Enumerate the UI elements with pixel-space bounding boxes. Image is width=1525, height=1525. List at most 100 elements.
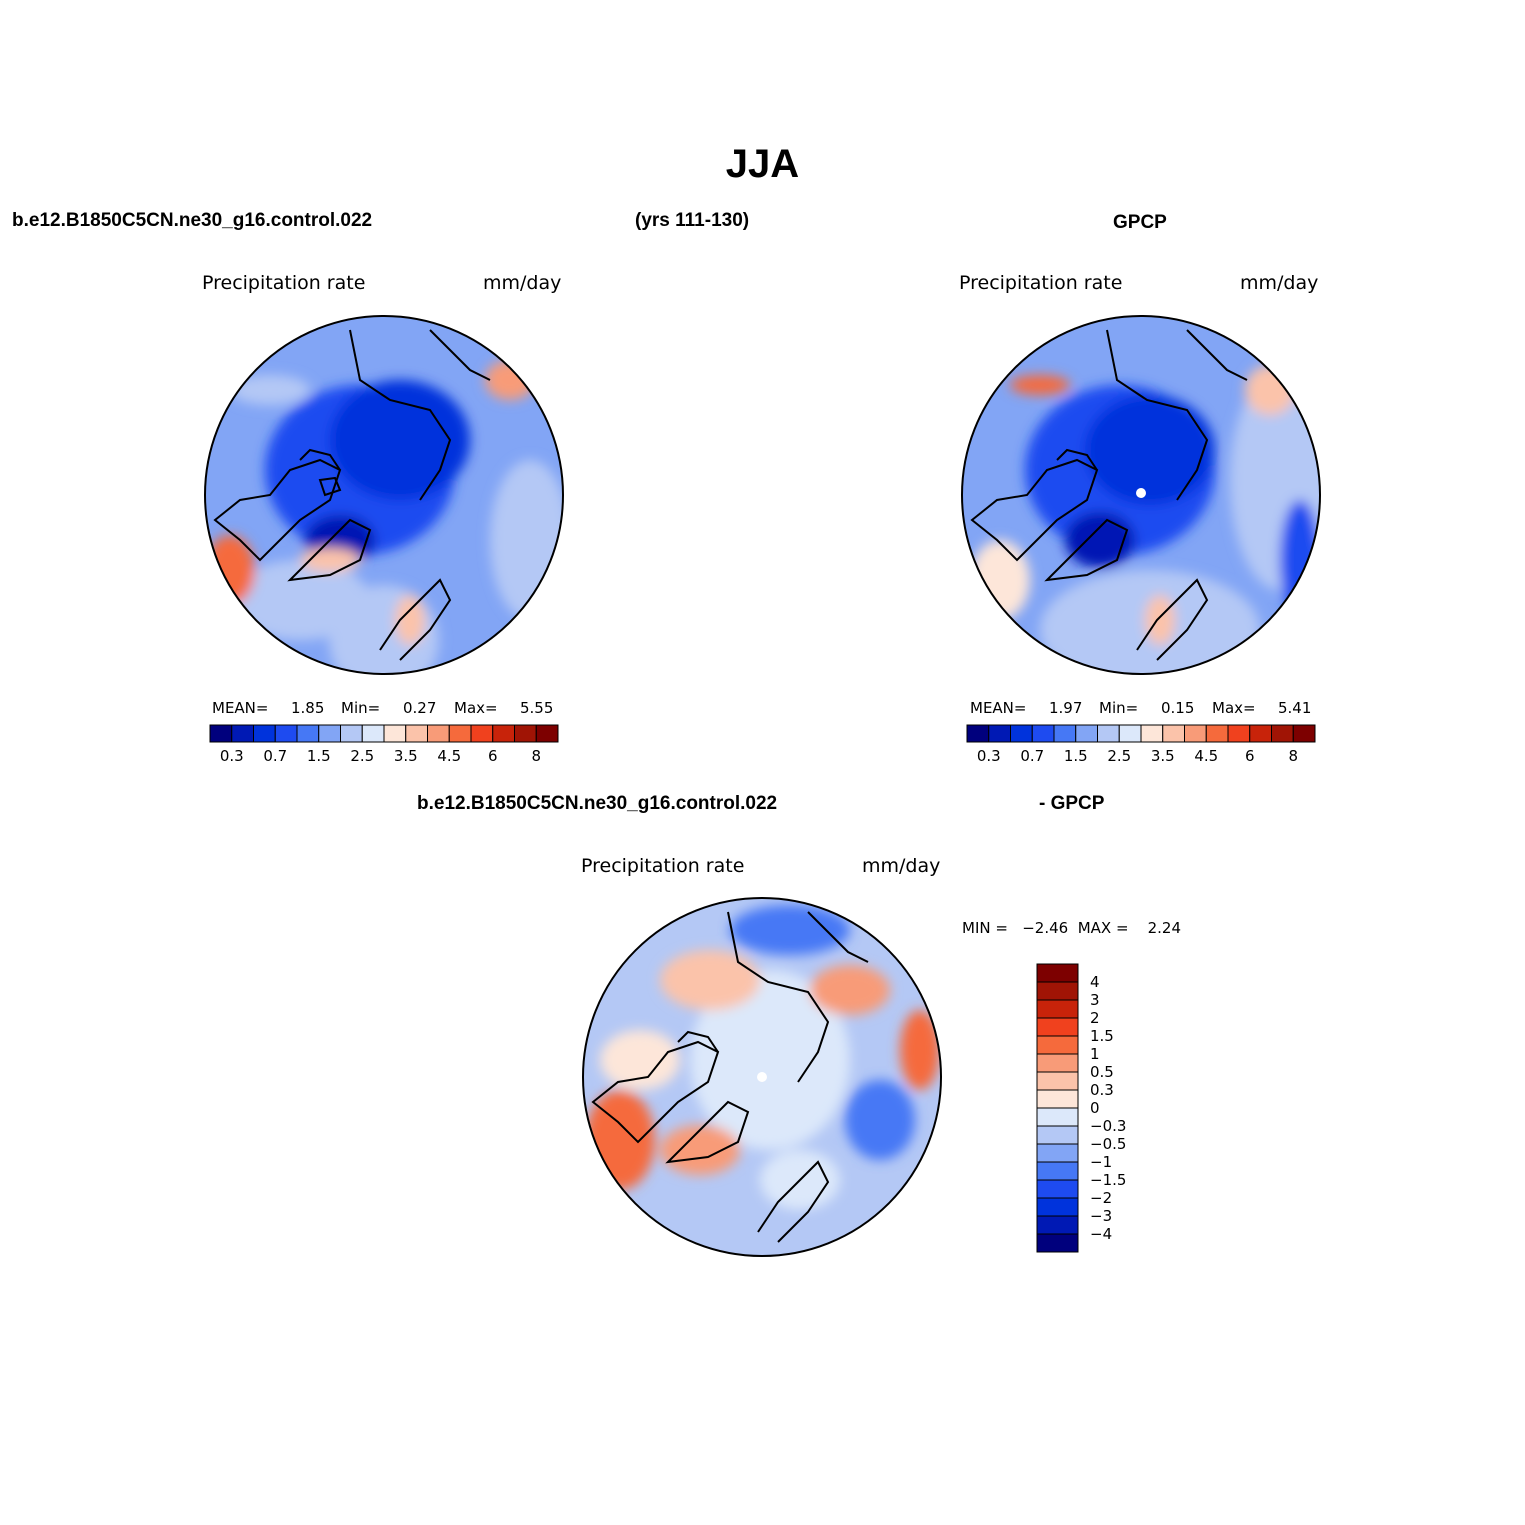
colorbar-swatch: [296, 724, 320, 743]
colorbar-tick-label: 1.5: [1090, 1027, 1114, 1045]
model-max-value: 5.55: [520, 699, 554, 717]
obs-max-label: Max=: [1212, 699, 1256, 717]
colorbar-swatch: [231, 724, 254, 743]
colorbar-swatch: [1184, 724, 1207, 743]
colorbar-tick-label: 4.5: [437, 747, 461, 765]
model-min-value: 0.27: [403, 699, 437, 717]
colorbar-tick-label: 1.5: [307, 747, 331, 765]
colorbar-tick-label: 3.5: [1151, 747, 1175, 765]
colorbar-swatch: [1118, 724, 1142, 743]
colorbar-tick-label: 6: [1245, 747, 1255, 765]
colorbar-tick-label: 1: [1090, 1045, 1100, 1063]
diff-units-label: mm/day: [862, 855, 941, 877]
colorbar-swatch: [1036, 1053, 1079, 1073]
diff-polar-map: [583, 898, 941, 1256]
colorbar-swatch: [1036, 1071, 1079, 1091]
colorbar-swatch: [1140, 724, 1164, 743]
colorbar-swatch: [340, 724, 363, 743]
colorbar-swatch: [383, 724, 407, 743]
diff-minmax: MIN = −2.46 MAX = 2.24: [962, 919, 1182, 937]
colorbar-tick-label: −1: [1090, 1153, 1112, 1171]
colorbar-swatch: [1036, 1215, 1079, 1235]
page-title: JJA: [725, 142, 800, 186]
obs-max-value: 5.41: [1278, 699, 1312, 717]
colorbar-tick-label: −0.3: [1090, 1117, 1126, 1135]
obs-polar-map: [962, 316, 1320, 674]
colorbar-tick-label: 0.7: [1020, 747, 1044, 765]
colorbar-swatch: [492, 724, 515, 743]
colorbar-tick-label: 3.5: [394, 747, 418, 765]
colorbar-swatch: [318, 724, 341, 743]
colorbar-swatch: [1097, 724, 1120, 743]
obs-units-label: mm/day: [1240, 272, 1319, 294]
model-mean-label: MEAN=: [212, 699, 269, 717]
model-max-label: Max=: [454, 699, 498, 717]
colorbar-swatch: [470, 724, 494, 743]
obs-field-label: Precipitation rate: [959, 272, 1123, 294]
colorbar-swatch: [1036, 1125, 1079, 1145]
model-min-label: Min=: [341, 699, 381, 717]
colorbar-swatch: [427, 724, 450, 743]
obs-min-value: 0.15: [1161, 699, 1195, 717]
colorbar-tick-label: 8: [1288, 747, 1298, 765]
colorbar-swatch: [253, 724, 276, 743]
obs-header: GPCP: [1113, 212, 1167, 233]
colorbar-tick-label: 0.5: [1090, 1063, 1114, 1081]
colorbar-swatch: [1227, 724, 1251, 743]
colorbar-tick-label: 0.7: [263, 747, 287, 765]
colorbar-tick-label: 8: [531, 747, 541, 765]
colorbar-tick-label: 0.3: [1090, 1081, 1114, 1099]
obs-mean-label: MEAN=: [970, 699, 1027, 717]
colorbar-swatch: [988, 724, 1011, 743]
colorbar-swatch: [535, 724, 559, 743]
colorbar-tick-label: −3: [1090, 1207, 1112, 1225]
colorbar-tick-label: 4: [1090, 973, 1100, 991]
colorbar-swatch: [1036, 1161, 1079, 1181]
colorbar-swatch: [361, 724, 385, 743]
colorbar-swatch: [1036, 981, 1079, 1001]
colorbar-tick-label: 2.5: [1107, 747, 1131, 765]
colorbar-tick-label: −1.5: [1090, 1171, 1126, 1189]
colorbar-swatch: [1292, 724, 1316, 743]
colorbar-tick-label: −4: [1090, 1225, 1112, 1243]
diff-obs-header: - GPCP: [1039, 793, 1105, 814]
years-header: (yrs 111-130): [635, 210, 750, 231]
model-units-label: mm/day: [483, 272, 562, 294]
colorbar-swatch: [1036, 1035, 1079, 1055]
colorbar-swatch: [1036, 1233, 1079, 1253]
colorbar-swatch: [448, 724, 472, 743]
diff-field-label: Precipitation rate: [581, 855, 745, 877]
obs-colorbar: 0.3 0.7 1.5 2.5 3.5 4.5 6 8: [966, 724, 1316, 765]
colorbar-swatch: [1036, 999, 1079, 1019]
colorbar-swatch: [966, 724, 990, 743]
colorbar-swatch: [1036, 1179, 1079, 1199]
colorbar-swatch: [1053, 724, 1077, 743]
model-mean-value: 1.85: [291, 699, 325, 717]
colorbar-tick-label: 2: [1090, 1009, 1100, 1027]
colorbar-swatch: [1075, 724, 1098, 743]
colorbar-swatch: [1249, 724, 1272, 743]
colorbar-swatch: [274, 724, 298, 743]
colorbar-tick-label: 2.5: [350, 747, 374, 765]
colorbar-swatch: [514, 724, 537, 743]
colorbar-tick-label: 6: [488, 747, 498, 765]
colorbar-swatch: [1036, 1089, 1079, 1109]
colorbar-swatch: [1036, 1107, 1079, 1127]
model-polar-map: [205, 316, 563, 674]
colorbar-swatch: [1271, 724, 1294, 743]
colorbar-tick-label: −0.5: [1090, 1135, 1126, 1153]
obs-mean-value: 1.97: [1049, 699, 1083, 717]
colorbar-swatch: [1205, 724, 1229, 743]
diff-case-header: b.e12.B1850C5CN.ne30_g16.control.022: [417, 793, 778, 814]
colorbar-tick-label: 0.3: [220, 747, 244, 765]
model-field-label: Precipitation rate: [202, 272, 366, 294]
colorbar-swatch: [209, 724, 233, 743]
colorbar-tick-label: −2: [1090, 1189, 1112, 1207]
colorbar-tick-label: 0.3: [977, 747, 1001, 765]
colorbar-tick-label: 3: [1090, 991, 1100, 1009]
colorbar-swatch: [405, 724, 428, 743]
model-case-header: b.e12.B1850C5CN.ne30_g16.control.022: [12, 210, 373, 231]
colorbar-tick-label: 4.5: [1194, 747, 1218, 765]
